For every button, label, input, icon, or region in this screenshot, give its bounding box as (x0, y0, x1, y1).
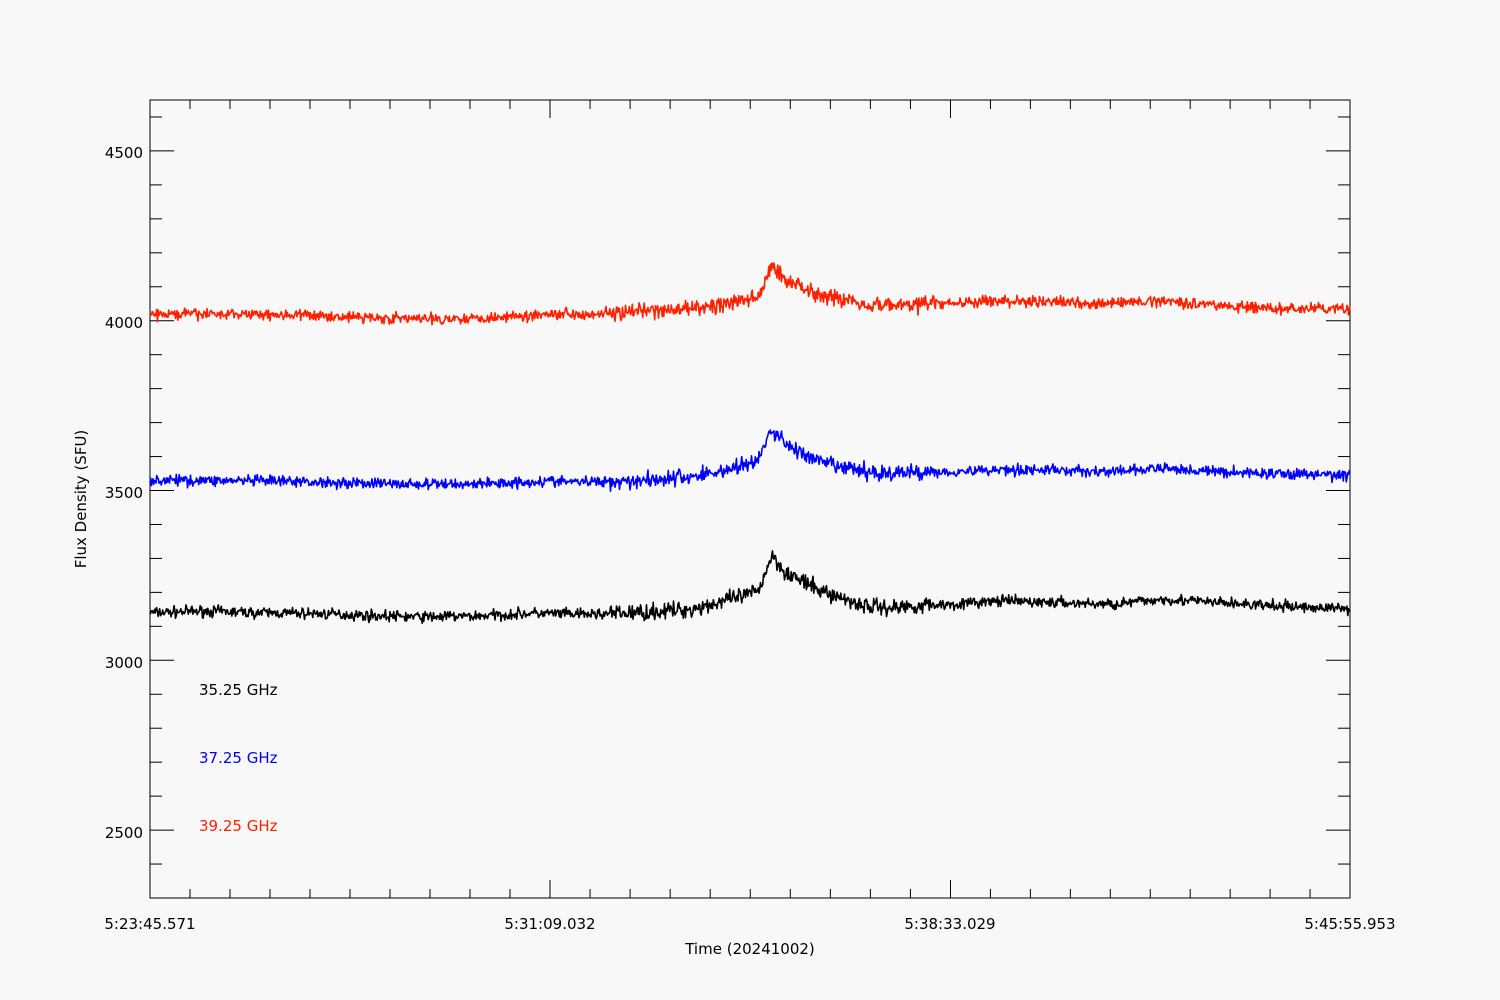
series-line-35-25-ghz (149, 550, 1351, 625)
y-tick-label: 3000 (105, 654, 143, 672)
y-tick-label: 3500 (105, 484, 143, 502)
series-lines (149, 262, 1351, 625)
y-tick-label: 4000 (105, 314, 143, 332)
legend-label-39-25-ghz: 39.25 GHz (199, 817, 278, 835)
x-tick-label: 5:23:45.571 (104, 915, 195, 933)
x-tick-label: 5:38:33.029 (904, 915, 995, 933)
plot-frame (149, 99, 1351, 899)
y-axis-label: Flux Density (SFU) (72, 430, 90, 569)
legend-label-35-25-ghz: 35.25 GHz (199, 681, 278, 699)
tick-marks (149, 100, 1351, 899)
x-axis-label: Time (20241002) (684, 940, 815, 958)
y-tick-label: 2500 (105, 824, 143, 842)
legend-label-37-25-ghz: 37.25 GHz (199, 749, 278, 767)
y-tick-label: 4500 (105, 144, 143, 162)
x-tick-label: 5:31:09.032 (504, 915, 595, 933)
x-tick-label: 5:45:55.953 (1304, 915, 1395, 933)
series-line-39-25-ghz (149, 262, 1351, 326)
series-line-37-25-ghz (149, 429, 1351, 493)
